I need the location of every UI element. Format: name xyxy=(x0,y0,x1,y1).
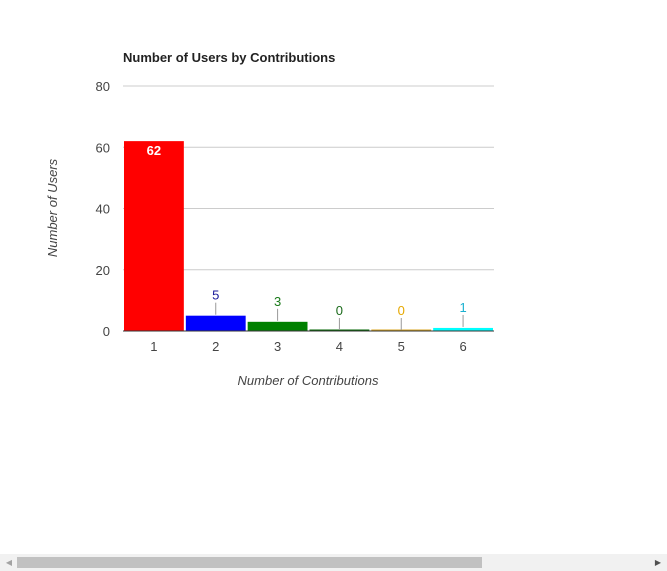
data-label: 1 xyxy=(459,300,466,315)
horizontal-scrollbar[interactable]: ◀ ▶ xyxy=(0,554,667,571)
x-tick-label: 5 xyxy=(398,339,405,354)
y-tick-label: 0 xyxy=(103,324,110,339)
y-axis-ticks: 0 20 40 60 80 xyxy=(96,79,110,339)
data-label: 0 xyxy=(398,303,405,318)
bar xyxy=(371,329,432,331)
x-tick-label: 2 xyxy=(212,339,219,354)
scroll-left-arrow-icon[interactable]: ◀ xyxy=(5,558,13,567)
x-axis-label: Number of Contributions xyxy=(238,373,379,388)
y-tick-label: 80 xyxy=(96,79,110,94)
x-axis-ticks: 1 2 3 4 5 6 xyxy=(150,339,466,354)
gridlines xyxy=(123,85,494,271)
y-tick-label: 60 xyxy=(96,140,110,155)
y-tick-label: 20 xyxy=(96,263,110,278)
y-tick-label: 40 xyxy=(96,202,110,217)
bar xyxy=(124,141,184,331)
y-axis-label: Number of Users xyxy=(45,158,60,257)
chart-container: Number of Users by Contributions 0 20 40 60… xyxy=(45,50,494,388)
bar-chart: Number of Users by Contributions 0204060… xyxy=(45,50,494,388)
scrollbar-thumb[interactable] xyxy=(17,557,482,568)
x-tick-label: 6 xyxy=(459,339,466,354)
bar xyxy=(185,315,246,331)
data-label: 62 xyxy=(147,143,161,158)
data-label: 3 xyxy=(274,294,281,309)
data-label: 5 xyxy=(212,288,219,303)
chart-title: Number of Users by Contributions xyxy=(123,50,335,65)
bar xyxy=(433,327,493,331)
scroll-right-arrow-icon[interactable]: ▶ xyxy=(654,558,662,567)
bar xyxy=(247,321,308,331)
bars xyxy=(124,141,493,331)
data-labels: 62 5 3 0 0 1 xyxy=(147,143,467,330)
x-tick-label: 1 xyxy=(150,339,157,354)
data-label: 0 xyxy=(336,303,343,318)
bar xyxy=(309,329,370,331)
x-tick-label: 4 xyxy=(336,339,343,354)
x-tick-label: 3 xyxy=(274,339,281,354)
